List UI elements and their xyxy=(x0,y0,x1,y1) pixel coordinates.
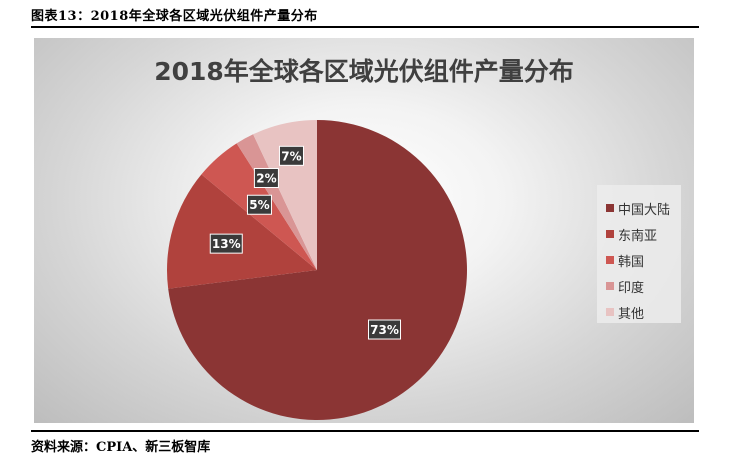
svg-text:73%: 73% xyxy=(370,323,399,337)
legend-item-2: 东南亚 xyxy=(606,224,657,244)
chart-legend: 中国大陆东南亚韩国印度其他 xyxy=(597,185,681,323)
pie-slice-2 xyxy=(167,174,317,289)
figure-caption: 图表13：2018年全球各区域光伏组件产量分布 xyxy=(31,9,318,24)
chart-panel: 2018年全球各区域光伏组件产量分布 73% 13% 5% 2% 7% 中国大陆东南亚韩… xyxy=(34,38,694,423)
legend-swatch xyxy=(606,256,614,264)
top-rule xyxy=(31,26,699,28)
legend-label: 中国大陆 xyxy=(618,202,671,218)
legend-swatch xyxy=(606,230,614,238)
legend-label: 印度 xyxy=(618,280,645,296)
legend-label: 其他 xyxy=(618,306,645,322)
svg-text:7%: 7% xyxy=(281,149,301,163)
data-label-4: 2% xyxy=(253,167,279,188)
legend-swatch xyxy=(606,282,614,290)
data-label-1: 73% xyxy=(368,319,402,340)
legend-label: 韩国 xyxy=(618,254,645,270)
chart-title: 2018年全球各区域光伏组件产量分布 xyxy=(154,57,574,86)
legend-item-4: 印度 xyxy=(606,276,644,296)
data-label-3: 5% xyxy=(246,194,272,215)
legend-label: 东南亚 xyxy=(618,228,658,244)
pie-chart: 73% 13% 5% 2% 7% xyxy=(167,120,468,421)
data-label-2: 13% xyxy=(209,233,243,254)
data-label-5: 7% xyxy=(278,145,304,166)
pie-slice-1 xyxy=(168,120,468,421)
legend-swatch xyxy=(606,308,614,316)
svg-text:2%: 2% xyxy=(256,171,276,185)
legend-item-3: 韩国 xyxy=(606,250,644,270)
bottom-rule xyxy=(31,430,699,432)
source-note: 资料来源：CPIA、新三板智库 xyxy=(31,440,211,455)
svg-text:5%: 5% xyxy=(249,198,269,212)
svg-text:13%: 13% xyxy=(212,237,241,251)
legend-item-5: 其他 xyxy=(606,302,644,322)
legend-item-1: 中国大陆 xyxy=(606,198,670,218)
legend-swatch xyxy=(606,204,614,212)
